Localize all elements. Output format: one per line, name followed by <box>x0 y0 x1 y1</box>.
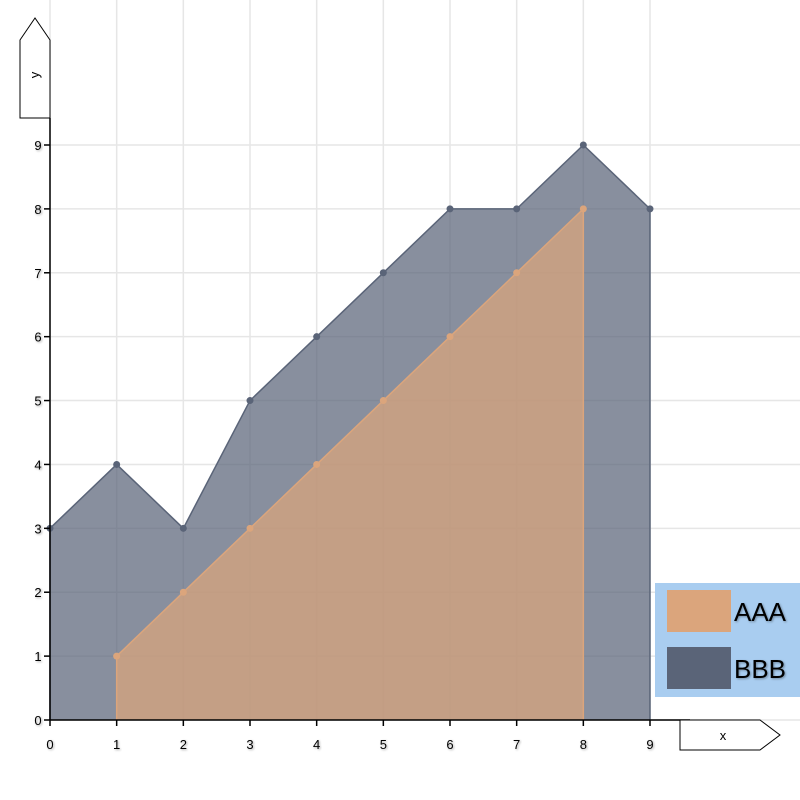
point-aaa <box>446 333 454 341</box>
line-bbb <box>49 143 651 530</box>
x-tick-label: 3 <box>246 737 253 752</box>
point-aaa <box>579 205 587 213</box>
legend-swatch-aaa <box>667 590 731 632</box>
legend-label-aaa: AAA <box>734 597 787 627</box>
point-aaa <box>313 460 321 468</box>
x-tick-label: 8 <box>580 737 587 752</box>
plot-area <box>46 141 654 720</box>
legend-label-bbb: BBB <box>734 654 786 684</box>
x-tick-label: 0 <box>46 737 53 752</box>
point-aaa <box>113 652 121 660</box>
x-tick-label: 6 <box>446 737 453 752</box>
area-aaa <box>116 208 584 720</box>
y-tick-label: 4 <box>34 457 41 472</box>
point-bbb <box>113 460 121 468</box>
point-aaa <box>513 269 521 277</box>
x-tick-label: 9 <box>646 737 653 752</box>
point-bbb <box>179 524 187 532</box>
point-bbb <box>513 205 521 213</box>
y-tick-label: 5 <box>34 394 41 409</box>
x-axis-title-box: x <box>679 719 781 751</box>
x-tick-label: 4 <box>313 737 320 752</box>
legend: AAA BBB <box>655 583 800 697</box>
y-tick-label: 6 <box>34 330 41 345</box>
y-tick-label: 2 <box>34 585 41 600</box>
y-tick-label: 3 <box>34 521 41 536</box>
legend-swatch-bbb <box>667 647 731 689</box>
x-tick-label: 1 <box>113 737 120 752</box>
point-aaa <box>179 588 187 596</box>
x-tick-label: 2 <box>180 737 187 752</box>
point-bbb <box>313 333 321 341</box>
x-axis-title: x <box>720 728 727 743</box>
line-aaa <box>116 208 584 657</box>
point-bbb <box>446 205 454 213</box>
y-axis-title: y <box>27 71 42 78</box>
x-tick-label: 7 <box>513 737 520 752</box>
x-tick-label: 5 <box>380 737 387 752</box>
y-tick-label: 8 <box>34 202 41 217</box>
point-aaa <box>379 397 387 405</box>
point-aaa <box>246 524 254 532</box>
tick-labels: 0 1 2 3 4 5 6 7 8 9 0 1 2 3 4 5 6 7 8 9 <box>34 138 653 752</box>
point-bbb <box>379 269 387 277</box>
point-bbb <box>579 141 587 149</box>
y-axis-title-box: y <box>19 17 51 119</box>
y-tick-label: 9 <box>34 138 41 153</box>
point-bbb <box>646 205 654 213</box>
y-tick-label: 7 <box>34 266 41 281</box>
y-tick-label: 0 <box>34 713 41 728</box>
y-tick-label: 1 <box>34 649 41 664</box>
point-bbb <box>246 397 254 405</box>
